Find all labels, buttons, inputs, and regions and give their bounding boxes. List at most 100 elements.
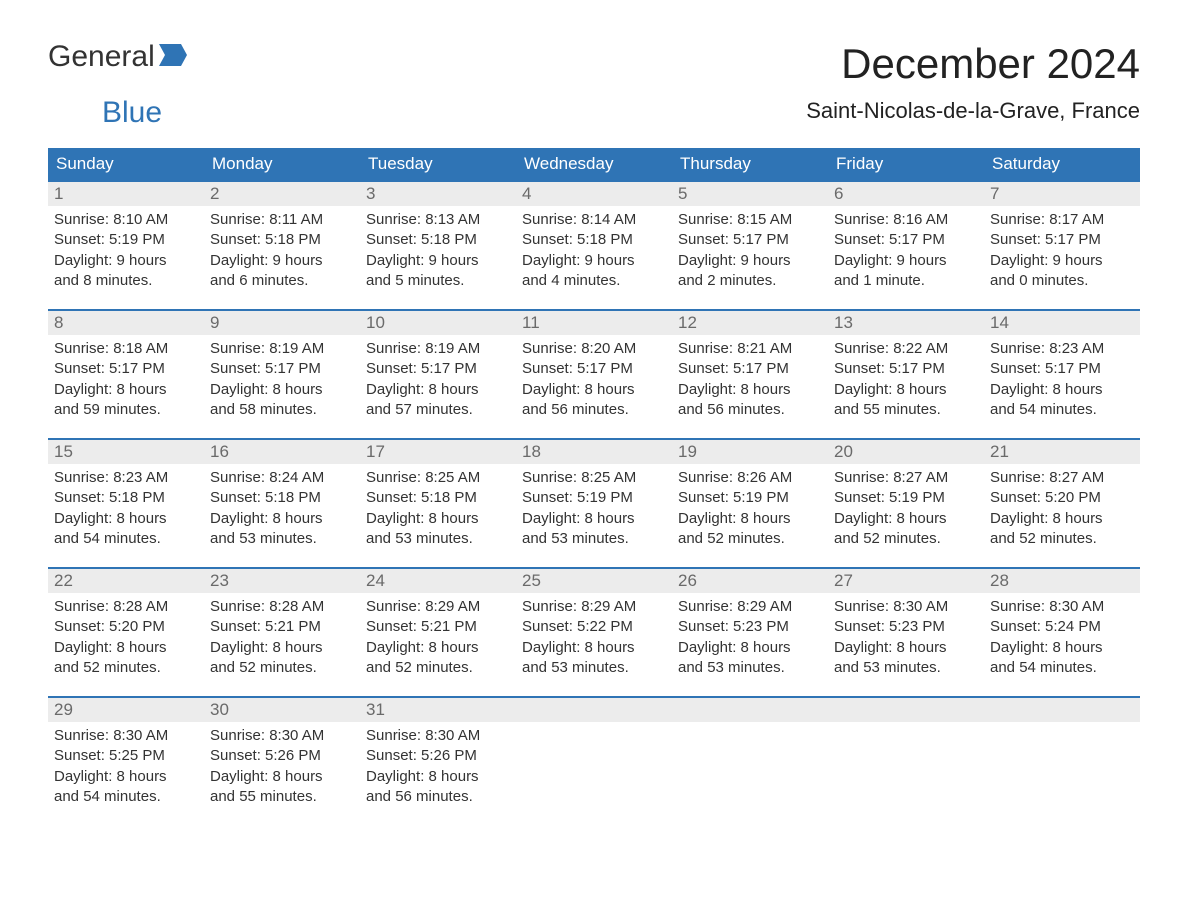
day-body: Sunrise: 8:20 AMSunset: 5:17 PMDaylight:… bbox=[516, 335, 672, 420]
calendar-day-cell: 21Sunrise: 8:27 AMSunset: 5:20 PMDayligh… bbox=[984, 440, 1140, 557]
sunrise-line: Sunrise: 8:30 AM bbox=[210, 726, 354, 746]
day-number: 16 bbox=[210, 442, 229, 461]
calendar-day-cell: 17Sunrise: 8:25 AMSunset: 5:18 PMDayligh… bbox=[360, 440, 516, 557]
day-number-row: 26 bbox=[672, 569, 828, 593]
day-body: Sunrise: 8:28 AMSunset: 5:20 PMDaylight:… bbox=[48, 593, 204, 678]
calendar-day-cell: 5Sunrise: 8:15 AMSunset: 5:17 PMDaylight… bbox=[672, 182, 828, 299]
day-number-row: 19 bbox=[672, 440, 828, 464]
sunset-line: Sunset: 5:17 PM bbox=[54, 359, 198, 379]
title-block: December 2024 Saint-Nicolas-de-la-Grave,… bbox=[806, 40, 1140, 124]
sunset-line: Sunset: 5:23 PM bbox=[678, 617, 822, 637]
day-number: 24 bbox=[366, 571, 385, 590]
day-number: 28 bbox=[990, 571, 1009, 590]
day-number: 26 bbox=[678, 571, 697, 590]
calendar-day-cell: 14Sunrise: 8:23 AMSunset: 5:17 PMDayligh… bbox=[984, 311, 1140, 428]
day-number-row bbox=[828, 698, 984, 722]
day-number-row: 17 bbox=[360, 440, 516, 464]
day-number-row: 5 bbox=[672, 182, 828, 206]
calendar-week: 8Sunrise: 8:18 AMSunset: 5:17 PMDaylight… bbox=[48, 309, 1140, 428]
sunrise-line: Sunrise: 8:23 AM bbox=[54, 468, 198, 488]
calendar-day-cell: 27Sunrise: 8:30 AMSunset: 5:23 PMDayligh… bbox=[828, 569, 984, 686]
daylight-line-2: and 54 minutes. bbox=[990, 658, 1134, 678]
sunset-line: Sunset: 5:18 PM bbox=[366, 488, 510, 508]
day-body: Sunrise: 8:30 AMSunset: 5:26 PMDaylight:… bbox=[204, 722, 360, 807]
daylight-line-2: and 56 minutes. bbox=[366, 787, 510, 807]
day-number-row: 7 bbox=[984, 182, 1140, 206]
daylight-line-2: and 56 minutes. bbox=[678, 400, 822, 420]
flag-icon bbox=[159, 40, 187, 74]
sunset-line: Sunset: 5:25 PM bbox=[54, 746, 198, 766]
day-body: Sunrise: 8:11 AMSunset: 5:18 PMDaylight:… bbox=[204, 206, 360, 291]
day-body: Sunrise: 8:26 AMSunset: 5:19 PMDaylight:… bbox=[672, 464, 828, 549]
calendar-day-cell: 31Sunrise: 8:30 AMSunset: 5:26 PMDayligh… bbox=[360, 698, 516, 815]
daylight-line-2: and 52 minutes. bbox=[678, 529, 822, 549]
daylight-line-2: and 1 minute. bbox=[834, 271, 978, 291]
calendar-week: 29Sunrise: 8:30 AMSunset: 5:25 PMDayligh… bbox=[48, 696, 1140, 815]
day-number: 23 bbox=[210, 571, 229, 590]
daylight-line-1: Daylight: 8 hours bbox=[210, 380, 354, 400]
day-number: 15 bbox=[54, 442, 73, 461]
day-number bbox=[990, 700, 995, 719]
location-label: Saint-Nicolas-de-la-Grave, France bbox=[806, 98, 1140, 124]
day-body: Sunrise: 8:17 AMSunset: 5:17 PMDaylight:… bbox=[984, 206, 1140, 291]
daylight-line-1: Daylight: 9 hours bbox=[54, 251, 198, 271]
daylight-line-2: and 52 minutes. bbox=[366, 658, 510, 678]
daylight-line-2: and 58 minutes. bbox=[210, 400, 354, 420]
day-body: Sunrise: 8:21 AMSunset: 5:17 PMDaylight:… bbox=[672, 335, 828, 420]
day-number-row: 29 bbox=[48, 698, 204, 722]
sunset-line: Sunset: 5:26 PM bbox=[366, 746, 510, 766]
calendar-day-cell: 24Sunrise: 8:29 AMSunset: 5:21 PMDayligh… bbox=[360, 569, 516, 686]
daylight-line-2: and 0 minutes. bbox=[990, 271, 1134, 291]
daylight-line-1: Daylight: 8 hours bbox=[522, 638, 666, 658]
day-number-row: 1 bbox=[48, 182, 204, 206]
sunrise-line: Sunrise: 8:27 AM bbox=[990, 468, 1134, 488]
sunrise-line: Sunrise: 8:14 AM bbox=[522, 210, 666, 230]
day-number-row: 10 bbox=[360, 311, 516, 335]
sunrise-line: Sunrise: 8:18 AM bbox=[54, 339, 198, 359]
daylight-line-1: Daylight: 8 hours bbox=[678, 380, 822, 400]
day-number: 21 bbox=[990, 442, 1009, 461]
sunset-line: Sunset: 5:17 PM bbox=[210, 359, 354, 379]
day-body: Sunrise: 8:18 AMSunset: 5:17 PMDaylight:… bbox=[48, 335, 204, 420]
day-number: 6 bbox=[834, 184, 843, 203]
sunrise-line: Sunrise: 8:10 AM bbox=[54, 210, 198, 230]
daylight-line-1: Daylight: 8 hours bbox=[366, 509, 510, 529]
sunrise-line: Sunrise: 8:25 AM bbox=[522, 468, 666, 488]
sunset-line: Sunset: 5:18 PM bbox=[54, 488, 198, 508]
daylight-line-1: Daylight: 8 hours bbox=[210, 638, 354, 658]
calendar-day-cell: 9Sunrise: 8:19 AMSunset: 5:17 PMDaylight… bbox=[204, 311, 360, 428]
sunrise-line: Sunrise: 8:15 AM bbox=[678, 210, 822, 230]
calendar-week: 22 Sunrise: 8:28 AMSunset: 5:20 PMDayligh… bbox=[48, 567, 1140, 686]
sunset-line: Sunset: 5:17 PM bbox=[678, 359, 822, 379]
sunset-line: Sunset: 5:22 PM bbox=[522, 617, 666, 637]
sunset-line: Sunset: 5:17 PM bbox=[366, 359, 510, 379]
sunrise-line: Sunrise: 8:30 AM bbox=[366, 726, 510, 746]
day-number bbox=[834, 700, 839, 719]
daylight-line-1: Daylight: 9 hours bbox=[834, 251, 978, 271]
day-number: 9 bbox=[210, 313, 219, 332]
day-number-row: 31 bbox=[360, 698, 516, 722]
sunset-line: Sunset: 5:18 PM bbox=[210, 230, 354, 250]
daylight-line-1: Daylight: 8 hours bbox=[834, 638, 978, 658]
calendar-day-cell: 15 Sunrise: 8:23 AMSunset: 5:18 PMDayligh… bbox=[48, 440, 204, 557]
day-body: Sunrise: 8:25 AMSunset: 5:19 PMDaylight:… bbox=[516, 464, 672, 549]
day-number-row: 18 bbox=[516, 440, 672, 464]
calendar-day-cell: 16Sunrise: 8:24 AMSunset: 5:18 PMDayligh… bbox=[204, 440, 360, 557]
day-number: 22 bbox=[54, 571, 73, 590]
daylight-line-2: and 55 minutes. bbox=[834, 400, 978, 420]
day-number: 25 bbox=[522, 571, 541, 590]
day-number bbox=[522, 700, 527, 719]
calendar-day-cell: 19Sunrise: 8:26 AMSunset: 5:19 PMDayligh… bbox=[672, 440, 828, 557]
day-body: Sunrise: 8:23 AMSunset: 5:18 PMDaylight:… bbox=[48, 464, 204, 549]
day-header-cell: Sunday bbox=[48, 148, 204, 180]
daylight-line-1: Daylight: 8 hours bbox=[54, 509, 198, 529]
brand-word-2: Blue bbox=[102, 96, 162, 129]
sunset-line: Sunset: 5:19 PM bbox=[834, 488, 978, 508]
day-body: Sunrise: 8:14 AMSunset: 5:18 PMDaylight:… bbox=[516, 206, 672, 291]
day-number-row: 6 bbox=[828, 182, 984, 206]
day-header-cell: Thursday bbox=[672, 148, 828, 180]
calendar-day-cell bbox=[516, 698, 672, 815]
sunset-line: Sunset: 5:18 PM bbox=[210, 488, 354, 508]
sunset-line: Sunset: 5:20 PM bbox=[54, 617, 198, 637]
calendar-day-cell: 6Sunrise: 8:16 AMSunset: 5:17 PMDaylight… bbox=[828, 182, 984, 299]
